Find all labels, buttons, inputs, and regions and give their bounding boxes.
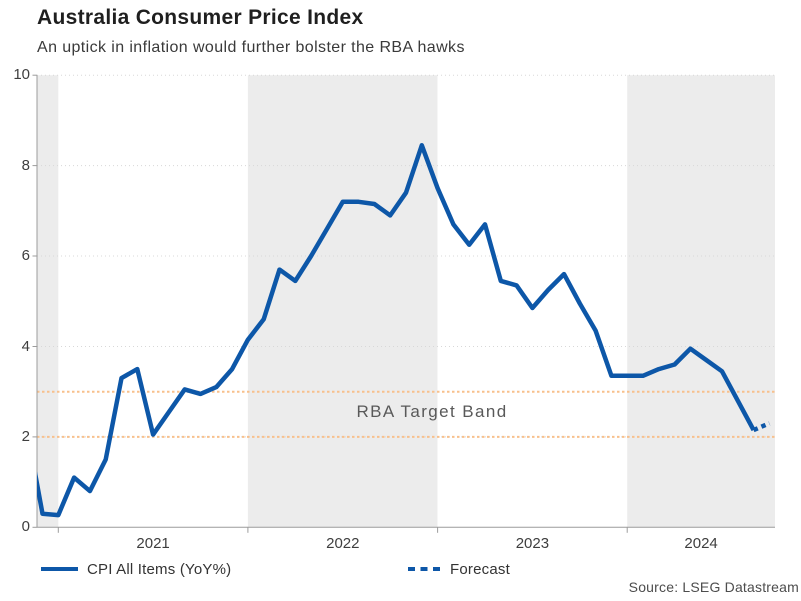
x-axis-tick-label: 2024	[684, 535, 718, 552]
x-axis-tick-label: 2021	[136, 535, 170, 552]
rba-target-band-label: RBA Target Band	[356, 402, 508, 421]
y-axis-tick-label: 2	[21, 427, 30, 445]
series-forecast	[752, 421, 771, 433]
y-axis-tick-label: 8	[21, 156, 30, 174]
legend-label: Forecast	[450, 560, 510, 578]
source-note: Source: LSEG Datastream	[628, 579, 799, 595]
y-axis-tick-label: 6	[21, 247, 30, 264]
legend-item-forecast: Forecast	[408, 560, 510, 578]
cpi-solid-line-swatch	[41, 566, 78, 572]
x-axis-tick-label: 2022	[326, 535, 360, 552]
year-shade-band	[247, 75, 438, 528]
chart-legend: CPI All Items (YoY%) Forecast	[0, 560, 801, 578]
legend-item-cpi: CPI All Items (YoY%)	[41, 560, 231, 578]
legend-label: CPI All Items (YoY%)	[87, 560, 232, 578]
year-shade-band	[37, 75, 59, 528]
year-shade-band	[627, 75, 775, 528]
series-cpi	[37, 143, 756, 518]
y-axis-tick-label: 4	[21, 337, 30, 355]
page-subtitle: An uptick in inflation would further bol…	[37, 39, 465, 56]
x-axis-tick-label: 2023	[515, 535, 550, 552]
page-title: Australia Consumer Price Index	[37, 6, 364, 29]
forecast-dotted-line-swatch	[408, 566, 441, 572]
y-axis-tick-label: 0	[21, 518, 30, 536]
y-axis-tick-label: 10	[13, 66, 30, 84]
